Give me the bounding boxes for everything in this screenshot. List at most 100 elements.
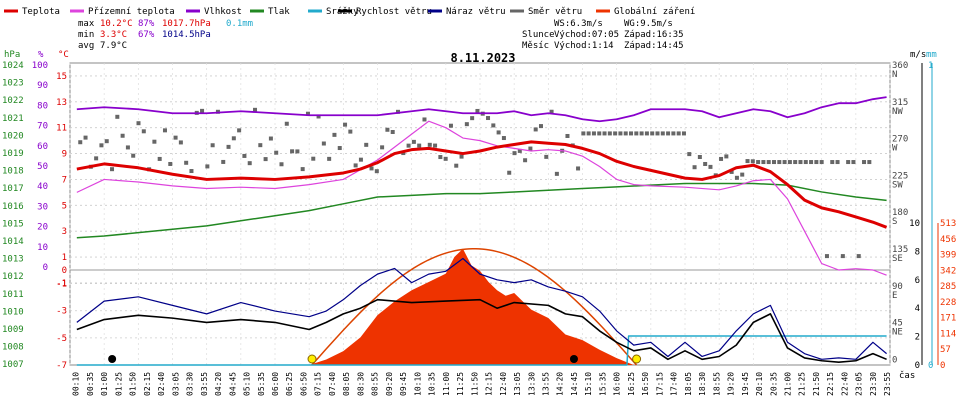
dir-tick-label: SE — [892, 254, 903, 264]
pct-tick-label: 100 — [32, 61, 48, 71]
time-tick-label: 00:35 — [86, 372, 95, 396]
moon-rise-marker — [108, 355, 117, 363]
wind-dir-point — [867, 160, 872, 165]
wind-dir-point — [443, 156, 448, 161]
series-line-přízemní-teplota — [76, 120, 887, 276]
wind-dir-point — [268, 136, 273, 141]
wind-dir-point — [655, 131, 660, 136]
wind-dir-point — [475, 108, 480, 113]
wind-dir-point — [512, 151, 517, 156]
time-tick-label: 21:25 — [798, 372, 807, 396]
stat-min-label: min — [78, 30, 94, 40]
wind-dir-point — [576, 166, 581, 171]
time-tick-label: 09:20 — [385, 372, 394, 396]
wind-dir-point — [115, 114, 120, 119]
wind-dir-point — [305, 111, 310, 116]
stat-min-temp: 3.3°C — [100, 30, 127, 40]
wind-dir-point — [94, 156, 99, 161]
wind-dir-point — [766, 160, 771, 165]
sun-set: Západ:16:35 — [624, 30, 684, 40]
wind-dir-point — [396, 109, 400, 114]
time-tick-label: 01:50 — [129, 372, 138, 396]
wind-dir-point — [358, 157, 363, 162]
wind-dir-point — [660, 131, 665, 136]
time-tick-label: 21:50 — [812, 372, 821, 396]
time-tick-label: 13:55 — [541, 372, 550, 396]
stat-max-hum: 87% — [138, 19, 155, 29]
temp-tick-label: -7 — [56, 361, 67, 371]
hpa-tick-label: 1015 — [2, 219, 24, 229]
wind-dir-point — [803, 160, 808, 165]
time-tick-label: 09:45 — [399, 372, 408, 396]
chart-date: 8.11.2023 — [450, 51, 515, 65]
hpa-tick-label: 1023 — [2, 79, 24, 89]
time-tick-label: 08:55 — [371, 372, 380, 396]
wind-dir-point — [125, 145, 130, 150]
dir-tick-label: E — [892, 291, 897, 301]
wind-dir-point — [687, 152, 692, 157]
time-tick-label: 20:10 — [755, 372, 764, 396]
moon-set: Západ:14:45 — [624, 41, 684, 51]
wind-dir-point — [787, 160, 792, 165]
stat-max-temp: 10.2°C — [100, 19, 133, 29]
time-tick-label: 03:05 — [171, 372, 180, 396]
pct-tick-label: 50 — [37, 162, 48, 172]
stat-min-hum: 67% — [138, 30, 155, 40]
wind-dir-point — [168, 161, 173, 166]
time-tick-label: 16:25 — [627, 372, 636, 396]
wind-dir-point — [348, 129, 353, 134]
pct-tick-label: 40 — [37, 182, 48, 192]
wind-dir-point — [639, 131, 644, 136]
moon-label: Měsíc — [522, 41, 549, 51]
wind-dir-point — [83, 135, 88, 140]
time-tick-label: 15:35 — [598, 372, 607, 396]
wind-tick-label: 0 — [915, 361, 920, 371]
wind-dir-point — [597, 131, 602, 136]
hpa-tick-label: 1016 — [2, 202, 24, 212]
wind-dir-point — [613, 131, 618, 136]
time-tick-label: 11:00 — [442, 372, 451, 396]
pct-tick-label: 80 — [37, 101, 48, 111]
rad-tick-label: 0 — [940, 361, 945, 371]
dir-tick-label: N — [892, 70, 897, 80]
wind-dir-point — [284, 121, 289, 126]
wind-tick-label: 10 — [909, 219, 920, 229]
wind-dir-point — [464, 122, 469, 127]
pct-tick-label: 10 — [37, 243, 48, 253]
time-tick-label: 01:25 — [114, 372, 123, 396]
wind-dir-point — [173, 135, 178, 140]
wind-dir-point — [120, 133, 125, 138]
wind-dir-point — [538, 124, 543, 129]
time-tick-label: 05:35 — [257, 372, 266, 396]
wind-tick-label: 4 — [915, 304, 920, 314]
wind-tick-label: 2 — [915, 333, 920, 343]
series-line-rychlost-větru — [76, 298, 887, 363]
wind-dir-point — [110, 167, 115, 172]
sun-label: Slunce — [522, 30, 555, 40]
stat-max-press: 1017.7hPa — [162, 19, 211, 29]
wind-dir-point — [554, 171, 559, 176]
wind-dir-point — [772, 160, 777, 165]
time-tick-label: 06:00 — [271, 372, 280, 396]
hpa-tick-label: 1011 — [2, 290, 24, 300]
wind-dir-point — [459, 154, 464, 159]
series-line-srážky — [76, 335, 887, 366]
wind-dir-point — [300, 167, 305, 172]
wind-dir-point — [253, 107, 258, 112]
wind-dir-point — [607, 131, 612, 136]
wind-dir-point — [618, 131, 623, 136]
wind-dir-point — [830, 160, 835, 165]
wind-dir-point — [862, 160, 867, 165]
series-line-teplota — [76, 140, 888, 229]
wind-dir-point — [486, 116, 491, 121]
wind-dir-point — [385, 127, 390, 132]
wind-dir-point — [242, 153, 247, 158]
wind-dir-point — [586, 131, 591, 136]
rad-tick-label: 342 — [940, 266, 956, 276]
time-tick-label: 16:50 — [641, 372, 650, 396]
temp-tick-label: 5 — [62, 201, 67, 211]
time-tick-label: 07:40 — [328, 372, 337, 396]
time-tick-label: 18:30 — [698, 372, 707, 396]
